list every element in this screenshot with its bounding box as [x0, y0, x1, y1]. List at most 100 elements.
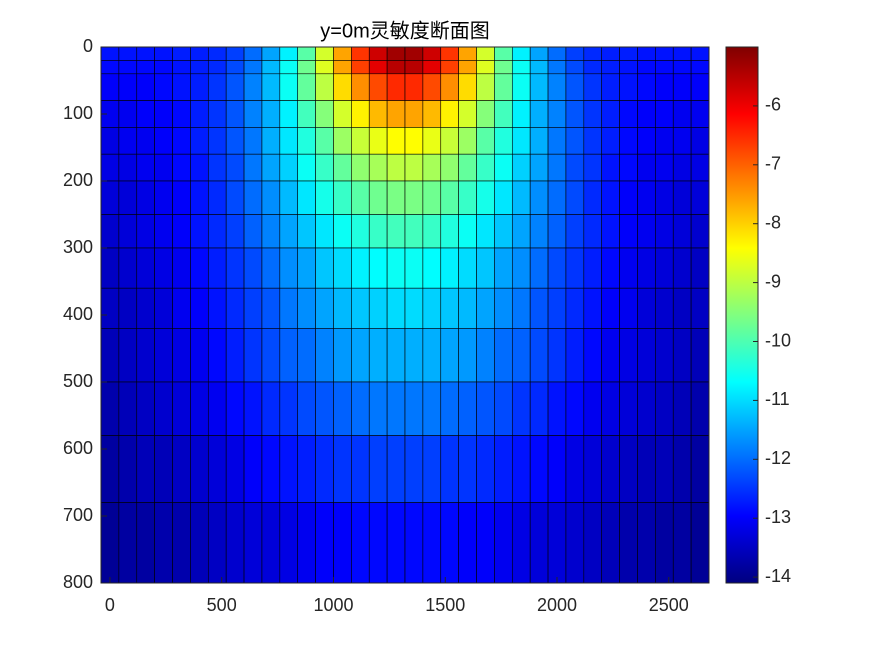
colorbar-tick-label: -12	[765, 448, 791, 468]
heatmap-cell	[583, 381, 603, 436]
heatmap-cell	[207, 153, 227, 182]
heatmap-cell	[154, 127, 173, 155]
x-tick-label: 0	[105, 595, 115, 615]
heatmap-cell	[529, 287, 549, 329]
heatmap-cell	[476, 127, 495, 155]
heatmap-cell	[458, 153, 477, 182]
heatmap-cell	[655, 502, 674, 584]
heatmap-cell	[207, 100, 227, 128]
heatmap-cell	[494, 100, 513, 128]
heatmap-cell	[547, 180, 567, 215]
heatmap-cell	[261, 100, 281, 128]
heatmap-cell	[655, 100, 674, 128]
heatmap-cell	[547, 247, 567, 289]
heatmap-cell	[351, 46, 370, 61]
heatmap-cell	[565, 100, 585, 128]
heatmap-cell	[172, 46, 191, 61]
heatmap-cell	[261, 328, 281, 383]
heatmap-cell	[190, 180, 209, 215]
heatmap-cell	[279, 287, 299, 329]
heatmap-cell	[547, 214, 567, 249]
heatmap-cell	[154, 435, 173, 503]
heatmap-cell	[190, 247, 209, 289]
y-tick-label: 200	[63, 170, 93, 190]
heatmap-cell	[565, 180, 585, 215]
heatmap-cell	[154, 328, 173, 383]
heatmap-cell	[637, 502, 656, 584]
heatmap-cell	[601, 100, 620, 128]
heatmap-cell	[351, 153, 370, 182]
heatmap-cell	[100, 180, 120, 215]
heatmap-cell	[690, 381, 710, 436]
heatmap-cell	[476, 100, 495, 128]
heatmap-cell	[386, 127, 406, 155]
heatmap-cell	[386, 214, 406, 249]
heatmap-cell	[672, 247, 692, 289]
y-tick-label: 600	[63, 438, 93, 458]
heatmap-cell	[637, 153, 656, 182]
y-tick-label: 500	[63, 371, 93, 391]
heatmap-cell	[172, 214, 191, 249]
heatmap-cell	[583, 100, 603, 128]
heatmap-cell	[458, 287, 477, 329]
heatmap-cell	[172, 180, 191, 215]
heatmap-cell	[637, 328, 656, 383]
heatmap-cell	[297, 60, 316, 75]
heatmap-cell	[458, 381, 477, 436]
heatmap-cell	[458, 247, 477, 289]
heatmap-cell	[368, 214, 388, 249]
heatmap-cell	[172, 502, 191, 584]
heatmap-cell	[279, 214, 299, 249]
heatmap-cell	[315, 287, 334, 329]
heatmap-cell	[190, 46, 209, 61]
heatmap-cell	[494, 127, 513, 155]
heatmap-cell	[243, 247, 263, 289]
heatmap-cell	[637, 247, 656, 289]
heatmap-cell	[386, 381, 406, 436]
heatmap-cell	[136, 180, 155, 215]
heatmap-cell	[690, 502, 710, 584]
heatmap-cell	[172, 100, 191, 128]
heatmap-cell	[583, 214, 603, 249]
y-tick-label: 800	[63, 572, 93, 592]
heatmap-cell	[297, 435, 316, 503]
heatmap-cell	[279, 435, 299, 503]
heatmap-cell	[404, 328, 424, 383]
heatmap-cell	[494, 73, 513, 101]
heatmap-cell	[690, 100, 710, 128]
heatmap-cell	[619, 502, 638, 584]
heatmap-cell	[494, 381, 513, 436]
heatmap-cell	[511, 502, 531, 584]
heatmap-cell	[404, 214, 424, 249]
heatmap-cell	[637, 60, 656, 75]
heatmap-cell	[333, 287, 352, 329]
heatmap-cell	[136, 73, 155, 101]
heatmap-cell	[261, 153, 281, 182]
colorbar-tick-label: -14	[765, 566, 791, 586]
heatmap-cell	[172, 328, 191, 383]
heatmap-cell	[672, 60, 692, 75]
heatmap-cell	[565, 381, 585, 436]
heatmap-cell	[261, 46, 281, 61]
y-tick-label: 0	[83, 36, 93, 56]
heatmap-cell	[601, 73, 620, 101]
heatmap-cell	[243, 328, 263, 383]
heatmap-cell	[637, 46, 656, 61]
heatmap-cell	[422, 100, 442, 128]
heatmap-cell	[422, 502, 442, 584]
heatmap-cell	[368, 502, 388, 584]
heatmap-cell	[476, 214, 495, 249]
heatmap-cell	[333, 60, 352, 75]
heatmap-cell	[279, 73, 299, 101]
heatmap-cell	[243, 153, 263, 182]
heatmap-cell	[243, 214, 263, 249]
heatmap-cell	[672, 100, 692, 128]
heatmap-cell	[601, 153, 620, 182]
heatmap-cell	[279, 60, 299, 75]
heatmap-cell	[422, 153, 442, 182]
heatmap-cell	[172, 153, 191, 182]
heatmap-cell	[583, 46, 603, 61]
heatmap-cell	[225, 214, 245, 249]
heatmap-cell	[118, 180, 138, 215]
heatmap-cell	[154, 180, 173, 215]
